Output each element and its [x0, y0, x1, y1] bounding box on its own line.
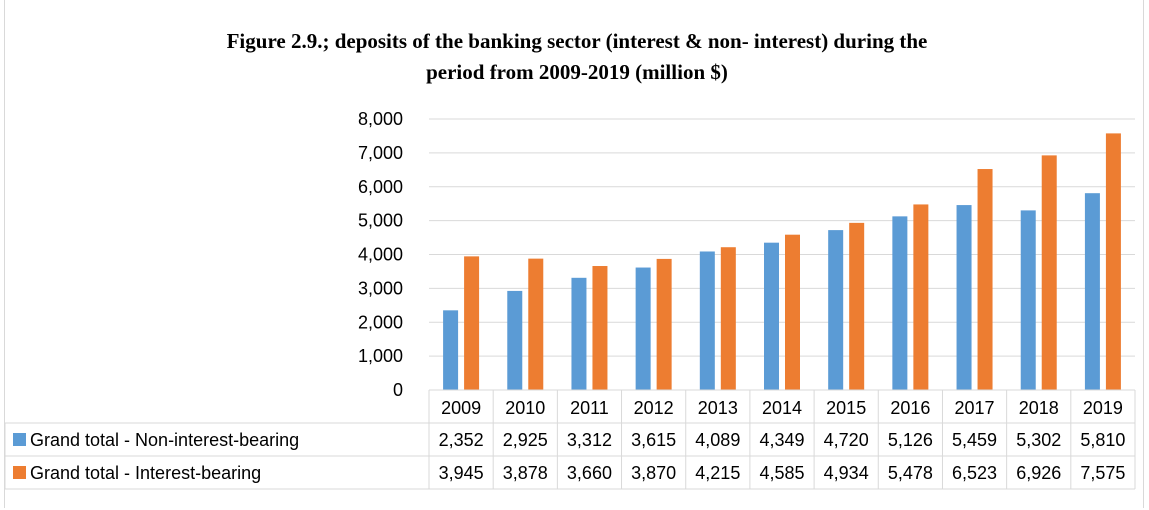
data-table: 2009 2010 2011 2012 2013 2014 2015 2016 2017 2018…	[5, 389, 1136, 490]
data-label: 4,089	[695, 430, 740, 450]
bar-non-interest-2017	[956, 205, 972, 390]
data-label: 7,575	[1080, 463, 1125, 483]
x-tick-label: 2013	[698, 398, 738, 418]
data-label: 4,349	[759, 430, 804, 450]
bar-non-interest-2014	[764, 242, 779, 390]
chart-canvas: Figure 2.9.; deposits of the banking sec…	[5, 29, 1136, 490]
data-label: 5,459	[952, 430, 997, 450]
data-label: 3,312	[567, 430, 612, 450]
bar-interest-2013	[720, 247, 736, 390]
bar-non-interest-2013	[699, 251, 715, 390]
x-tick-label: 2018	[1019, 398, 1059, 418]
data-label: 2,925	[503, 430, 548, 450]
bar-interest-2015	[849, 222, 865, 390]
x-tick-label: 2014	[762, 398, 802, 418]
x-tick-label: 2017	[955, 398, 995, 418]
data-label: 3,945	[439, 463, 484, 483]
chart-title-line1: Figure 2.9.; deposits of the banking sec…	[227, 29, 928, 53]
chart-title-line2: period from 2009-2019 (million $)	[426, 60, 728, 84]
data-label: 5,810	[1080, 430, 1125, 450]
bar-non-interest-2009	[443, 310, 459, 390]
data-label: 4,585	[759, 463, 804, 483]
data-label: 2,352	[439, 430, 484, 450]
y-tick-label: 5,000	[358, 211, 403, 231]
data-label: 5,126	[888, 430, 933, 450]
y-axis-ticks: 0 1,000 2,000 3,000 4,000 5,000 6,000 7,000 8,00…	[358, 109, 403, 400]
y-tick-label: 0	[393, 380, 403, 400]
bar-interest-2017	[977, 169, 993, 390]
data-label: 4,934	[824, 463, 869, 483]
y-tick-label: 1,000	[358, 346, 403, 366]
data-label: 6,523	[952, 463, 997, 483]
bar-non-interest-2012	[635, 267, 651, 390]
data-label: 3,870	[631, 463, 676, 483]
x-tick-label: 2012	[634, 398, 674, 418]
bar-interest-2016	[913, 204, 929, 390]
bar-non-interest-2018	[1020, 210, 1036, 390]
y-tick-label: 6,000	[358, 177, 403, 197]
x-tick-label: 2019	[1083, 398, 1123, 418]
y-tick-label: 2,000	[358, 312, 403, 332]
legend-swatch	[13, 433, 26, 446]
data-label: 6,926	[1016, 463, 1061, 483]
y-tick-label: 8,000	[358, 109, 403, 129]
x-tick-label: 2011	[570, 398, 609, 418]
y-tick-label: 3,000	[358, 278, 403, 298]
bar-non-interest-2011	[571, 277, 587, 390]
chart-frame: Figure 2.9.; deposits of the banking sec…	[4, 0, 1144, 508]
data-label: 3,660	[567, 463, 612, 483]
bars	[443, 133, 1121, 390]
data-label: 3,615	[631, 430, 676, 450]
data-label: 3,878	[503, 463, 548, 483]
bar-interest-2010	[528, 258, 544, 390]
y-tick-label: 7,000	[358, 143, 403, 163]
bar-interest-2019	[1105, 133, 1121, 390]
data-label: 5,478	[888, 463, 933, 483]
bar-interest-2009	[464, 256, 480, 390]
data-label: 5,302	[1016, 430, 1061, 450]
x-tick-label: 2015	[826, 398, 866, 418]
bar-interest-2014	[785, 234, 800, 390]
bar-non-interest-2015	[828, 230, 844, 390]
bar-interest-2012	[656, 258, 672, 390]
legend-label: Grand total - Interest-bearing	[30, 463, 261, 483]
x-tick-label: 2009	[441, 398, 481, 418]
gridlines	[429, 118, 1135, 357]
data-label: 4,215	[695, 463, 740, 483]
bar-non-interest-2010	[507, 290, 523, 390]
bar-non-interest-2019	[1084, 193, 1100, 390]
x-tick-label: 2010	[505, 398, 545, 418]
legend-label: Grand total - Non-interest-bearing	[30, 430, 299, 450]
bar-interest-2018	[1041, 155, 1057, 390]
legend-swatch	[13, 466, 26, 479]
bar-interest-2011	[592, 266, 608, 390]
x-tick-label: 2016	[890, 398, 930, 418]
bar-non-interest-2016	[892, 216, 908, 390]
data-label: 4,720	[824, 430, 869, 450]
y-tick-label: 4,000	[358, 245, 403, 265]
